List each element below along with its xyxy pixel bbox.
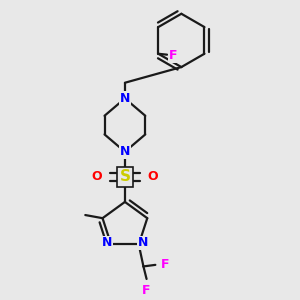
- Text: F: F: [142, 284, 151, 297]
- Text: F: F: [160, 258, 169, 272]
- Text: F: F: [169, 49, 178, 62]
- Text: O: O: [92, 170, 102, 183]
- Text: N: N: [138, 236, 148, 249]
- Text: N: N: [120, 145, 130, 158]
- Text: N: N: [101, 236, 112, 249]
- Text: N: N: [120, 92, 130, 105]
- Text: O: O: [148, 170, 158, 183]
- Text: S: S: [119, 169, 130, 184]
